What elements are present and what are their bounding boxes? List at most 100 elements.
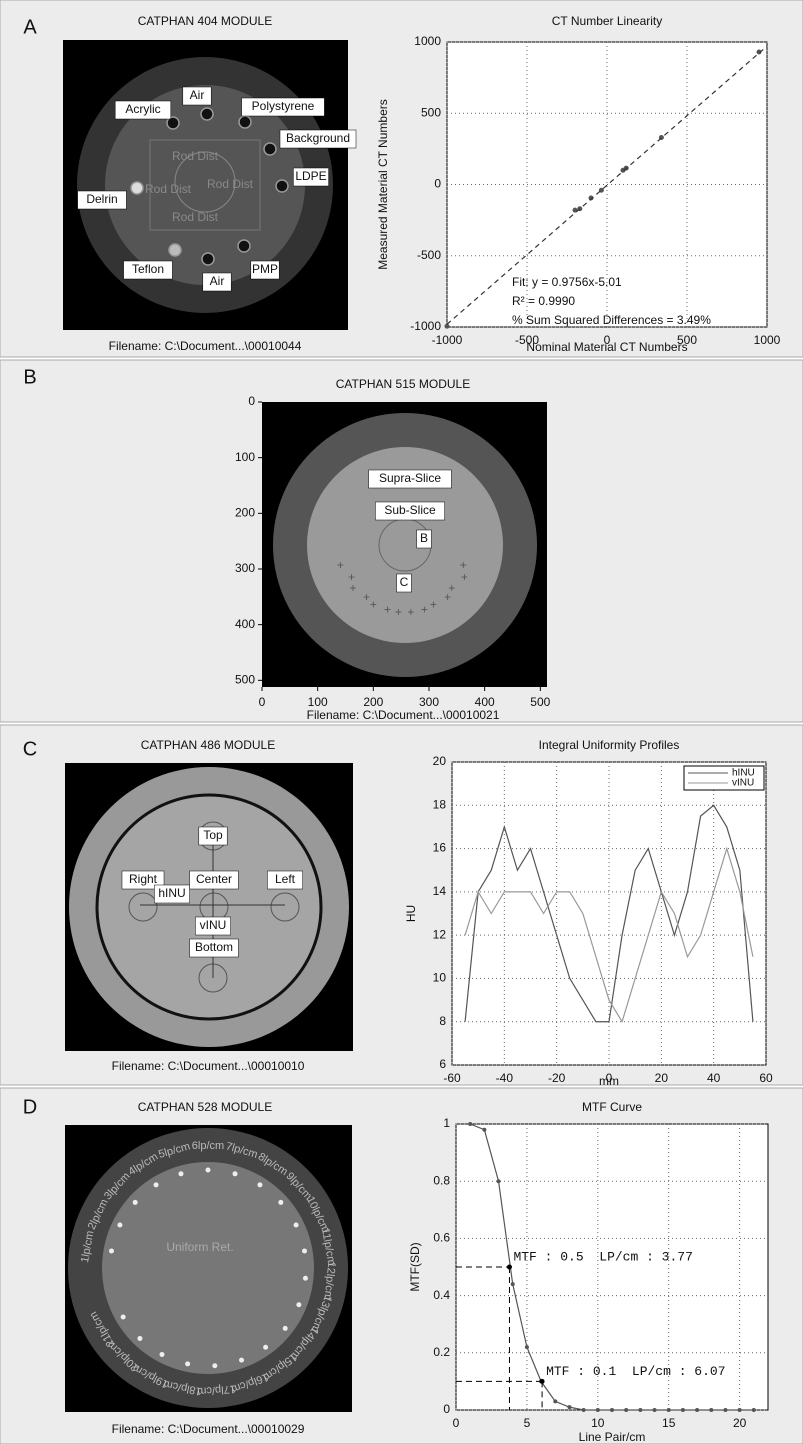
y-tick-label: 0.6 bbox=[433, 1231, 450, 1245]
plus-mark: + bbox=[370, 597, 377, 611]
data-point bbox=[595, 1408, 600, 1412]
y-tick-label: 0 bbox=[248, 394, 255, 408]
data-point bbox=[680, 1408, 685, 1412]
phantom-shape bbox=[102, 1162, 314, 1374]
phantom-shape bbox=[278, 1199, 284, 1205]
faint-label: Rod Dist bbox=[172, 149, 219, 163]
x-tick-label: 300 bbox=[419, 695, 439, 709]
y-tick-label: 8 bbox=[439, 1014, 446, 1028]
faint-label: Rod Dist bbox=[145, 182, 192, 196]
annotation: R² = 0.9990 bbox=[512, 294, 575, 308]
phantom-shape bbox=[263, 142, 277, 156]
marker-label: MTF : 0.5 LP/cm : 3.77 bbox=[513, 1249, 692, 1264]
image-label: C bbox=[400, 575, 409, 589]
image-filename: Filename: C:\Document...\00010010 bbox=[112, 1059, 305, 1073]
label-box bbox=[195, 916, 231, 936]
y-tick-label: 0.8 bbox=[433, 1173, 450, 1187]
plus-mark: + bbox=[430, 597, 437, 611]
legend-box bbox=[683, 765, 765, 791]
phantom-shape bbox=[120, 1314, 126, 1320]
legend-label: vINU bbox=[732, 778, 754, 789]
faint-label: 17lp/cm bbox=[197, 1382, 236, 1397]
phantom-shape bbox=[232, 1171, 238, 1177]
label-box bbox=[121, 870, 165, 890]
image-label: Teflon bbox=[132, 262, 164, 276]
label-box bbox=[396, 573, 412, 593]
phantom-shape bbox=[296, 1302, 302, 1308]
image-filename: Filename: C:\Document...\00010021 bbox=[307, 708, 500, 722]
chart-title: MTF Curve bbox=[582, 1100, 642, 1114]
phantom-shape bbox=[168, 243, 182, 257]
y-tick-label: 400 bbox=[235, 617, 255, 631]
image-title: CATPHAN 528 MODULE bbox=[138, 1100, 272, 1114]
x-tick-label: 500 bbox=[530, 695, 550, 709]
image-title: CATPHAN 486 MODULE bbox=[141, 738, 275, 752]
label-box bbox=[202, 272, 232, 292]
x-tick-label: 1000 bbox=[754, 333, 781, 347]
data-point bbox=[567, 1405, 572, 1410]
x-tick-label: 100 bbox=[308, 695, 328, 709]
phantom-shape bbox=[302, 1248, 308, 1254]
phantom-shape bbox=[205, 1167, 211, 1173]
phantom-shape bbox=[108, 1248, 114, 1254]
y-tick-label: 0 bbox=[434, 177, 441, 191]
image-filename: Filename: C:\Document...\00010029 bbox=[112, 1422, 305, 1436]
label-box bbox=[114, 100, 172, 120]
data-point bbox=[709, 1408, 714, 1412]
y-tick-label: 0.2 bbox=[433, 1345, 450, 1359]
image-title: CATPHAN 515 MODULE bbox=[336, 377, 470, 391]
x-tick-label: -1000 bbox=[432, 333, 463, 347]
label-box bbox=[182, 86, 212, 106]
data-point bbox=[652, 1408, 657, 1412]
data-point bbox=[581, 1408, 586, 1412]
data-point bbox=[553, 1399, 558, 1404]
data-point bbox=[624, 1408, 629, 1412]
faint-label: Rod Dist bbox=[207, 177, 254, 191]
plus-mark: + bbox=[448, 581, 455, 595]
data-point bbox=[610, 1408, 614, 1412]
label-box bbox=[123, 260, 173, 280]
x-tick-label: -20 bbox=[548, 1071, 566, 1085]
panel-label: C bbox=[23, 738, 37, 760]
data-point bbox=[756, 49, 762, 55]
x-tick-label: 400 bbox=[475, 695, 495, 709]
phantom-shape bbox=[95, 793, 323, 1021]
plus-mark: + bbox=[350, 581, 357, 595]
image-label: Top bbox=[203, 828, 223, 842]
image-label: vINU bbox=[200, 918, 227, 932]
image-label: Background bbox=[286, 131, 350, 145]
data-point bbox=[666, 1408, 671, 1412]
label-box bbox=[375, 501, 445, 521]
data-point bbox=[638, 1408, 643, 1412]
faint-label: 1lp/cm bbox=[79, 1230, 96, 1264]
marker-point bbox=[506, 1264, 512, 1270]
x-tick-label: 20 bbox=[655, 1071, 669, 1085]
faint-label: Uniform Ret. bbox=[166, 1240, 233, 1254]
image-label: Air bbox=[190, 88, 205, 102]
phantom-shape bbox=[201, 252, 215, 266]
phantom-shape bbox=[132, 1199, 138, 1205]
image-label: B bbox=[420, 531, 428, 545]
phantom-shape bbox=[263, 1344, 269, 1350]
data-point bbox=[751, 1408, 756, 1412]
data-line bbox=[464, 804, 754, 1023]
image-label: Supra-Slice bbox=[379, 471, 441, 485]
phantom-shape bbox=[257, 1182, 263, 1188]
faint-label: 12lp/cm bbox=[321, 1261, 337, 1301]
x-tick-label: 60 bbox=[759, 1071, 773, 1085]
image-label: Delrin bbox=[86, 192, 117, 206]
annotation: Fit: y = 0.9756x-5.01 bbox=[512, 275, 622, 289]
phantom-shape bbox=[128, 892, 158, 922]
phantom-shape bbox=[117, 1222, 123, 1228]
image-label: Center bbox=[196, 872, 232, 886]
x-tick-label: 0 bbox=[604, 333, 611, 347]
x-tick-label: 5 bbox=[524, 1416, 531, 1430]
phantom-shape bbox=[178, 1171, 184, 1177]
label-box bbox=[241, 97, 325, 117]
phantom-shape bbox=[105, 85, 305, 285]
plus-mark: + bbox=[348, 570, 355, 584]
phantom-shape bbox=[166, 116, 180, 130]
x-tick-label: 40 bbox=[707, 1071, 721, 1085]
